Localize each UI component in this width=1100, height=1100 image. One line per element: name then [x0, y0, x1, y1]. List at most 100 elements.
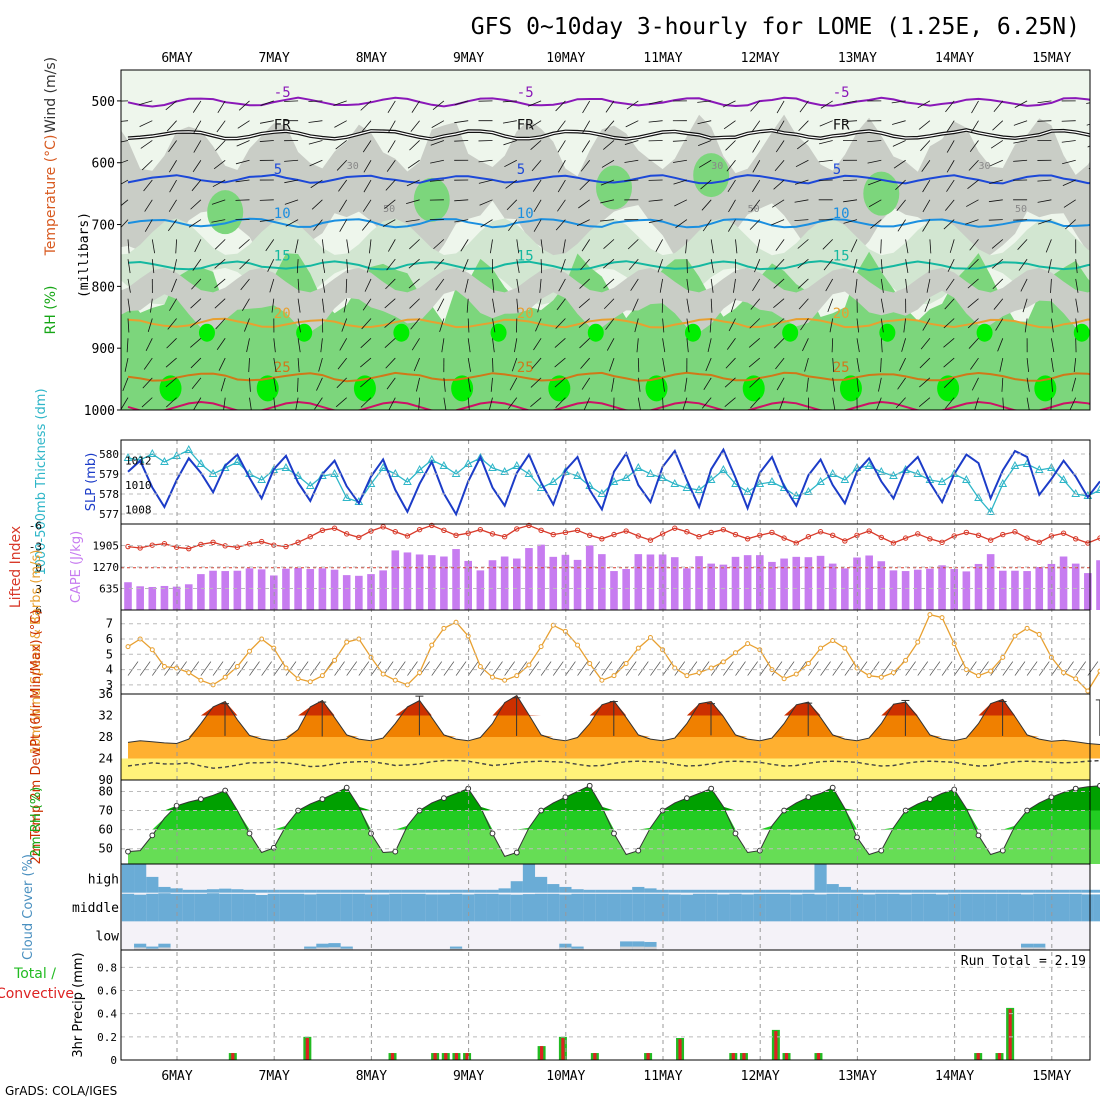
wind-barb	[1037, 100, 1052, 104]
cape-bar	[233, 570, 242, 610]
wind-barb	[296, 259, 299, 274]
wind-barb	[192, 160, 202, 173]
wind-barb	[1086, 102, 1090, 104]
cloud-bar-low-gray	[571, 948, 584, 950]
wind-barb	[211, 199, 226, 205]
wind-barb	[892, 140, 906, 147]
wind-barb-10m	[577, 661, 588, 676]
wind-barb	[169, 298, 177, 311]
wind-barb	[322, 259, 326, 274]
precip-conv-legend: Convective	[0, 986, 74, 1002]
wind-barb	[1050, 278, 1052, 293]
wind-barb	[139, 120, 153, 127]
wind-speed-point	[1012, 633, 1018, 639]
wind-barb	[535, 318, 542, 332]
wind-barb	[140, 140, 153, 149]
thickness-point	[378, 462, 388, 471]
wind-barb	[896, 199, 906, 211]
slp-tick-label: 1010	[125, 479, 152, 492]
cloud-bar-middle	[243, 893, 256, 922]
cloud-bar-middle	[729, 893, 742, 922]
lifted-index-point	[441, 527, 447, 534]
wind-barb	[686, 338, 689, 353]
cape-bar	[828, 563, 837, 610]
wind-barb	[946, 179, 955, 192]
wind-barb	[970, 120, 979, 133]
wind-legend-label: Wind (m/s)	[43, 57, 59, 133]
wind-barb	[1075, 298, 1079, 313]
wind-barb	[773, 298, 785, 309]
cloud-bar-middle	[437, 894, 450, 922]
cloud-bar-high	[1081, 889, 1094, 893]
wind-speed-point	[708, 665, 714, 671]
wind-speed-point	[1073, 676, 1079, 682]
cloud-bar-low-gray	[620, 946, 633, 950]
wind-barb	[775, 357, 785, 370]
cape-bar	[440, 556, 448, 610]
wind-barb-10m	[394, 661, 406, 676]
wind-speed-point	[575, 642, 581, 648]
wind-barb	[320, 338, 323, 353]
cloud-bar-high	[1021, 889, 1034, 893]
wind-barb	[799, 100, 809, 113]
thickness-axis-label: 1000-500mb Thickness (dm)	[34, 388, 49, 575]
cloud-bar-high	[802, 889, 815, 893]
bottom-date-label: 14MAY	[935, 1069, 974, 1084]
cloud-bar-middle	[996, 893, 1009, 922]
wind-barb	[701, 199, 712, 211]
isotherm-label: 5	[833, 162, 841, 178]
lifted-index-point	[501, 533, 508, 540]
rh-tick-label: 80	[99, 784, 113, 798]
wind-speed-point	[890, 670, 896, 676]
cape-bar	[124, 582, 132, 610]
lifted-index-point	[720, 526, 727, 533]
wind-barb	[366, 259, 372, 273]
lifted-index-point	[915, 531, 921, 537]
lifted-index-point	[975, 532, 982, 538]
precip-convective-bar	[390, 1053, 395, 1060]
wind-barb	[314, 397, 323, 410]
thickness-point	[451, 468, 461, 477]
isotherm-label: 20	[833, 306, 850, 322]
wind-barb	[971, 377, 979, 391]
isotherm-label: 10	[517, 206, 534, 222]
wind-barb	[637, 377, 641, 392]
wind-barb	[710, 278, 714, 293]
wind-barb-10m	[431, 661, 443, 676]
cape-bar	[184, 584, 193, 610]
wind-barb	[335, 140, 347, 150]
wind-barb	[659, 278, 663, 293]
thickness-point	[196, 458, 206, 467]
wind-barb	[167, 318, 177, 330]
wind-speed-point	[745, 641, 751, 647]
wind-barb	[1095, 338, 1100, 351]
wind-barb	[557, 179, 566, 193]
cloud-bar-low	[1021, 943, 1034, 950]
rh-point	[684, 795, 690, 802]
wind-barb	[703, 377, 712, 390]
wind-barb-10m	[1014, 661, 1026, 676]
wind-barb	[945, 278, 955, 291]
wind-barb	[1090, 180, 1100, 190]
lifted-index-point	[963, 529, 970, 536]
cloud-bar-high	[996, 889, 1009, 893]
wind-barb-10m	[917, 661, 929, 676]
cape-bar	[938, 565, 946, 610]
cloud-bar-high	[535, 876, 548, 893]
cape-bar	[683, 568, 691, 610]
cloud-bar-high	[316, 889, 329, 893]
wind-barb	[944, 298, 955, 310]
wind-barb	[211, 219, 226, 223]
wind-barb	[190, 357, 202, 369]
wind-barb	[308, 100, 323, 102]
wind-barb	[555, 219, 566, 231]
cape-bar	[634, 554, 643, 610]
wind-barb	[556, 298, 566, 311]
wind-speed-point	[1024, 625, 1030, 631]
wind-barb-10m	[480, 661, 491, 676]
wind-speed-point	[392, 677, 398, 683]
wind-barb	[832, 397, 836, 410]
cloud-bar-high	[522, 864, 536, 893]
wind-barb	[773, 318, 785, 329]
wind-barb	[214, 278, 226, 289]
